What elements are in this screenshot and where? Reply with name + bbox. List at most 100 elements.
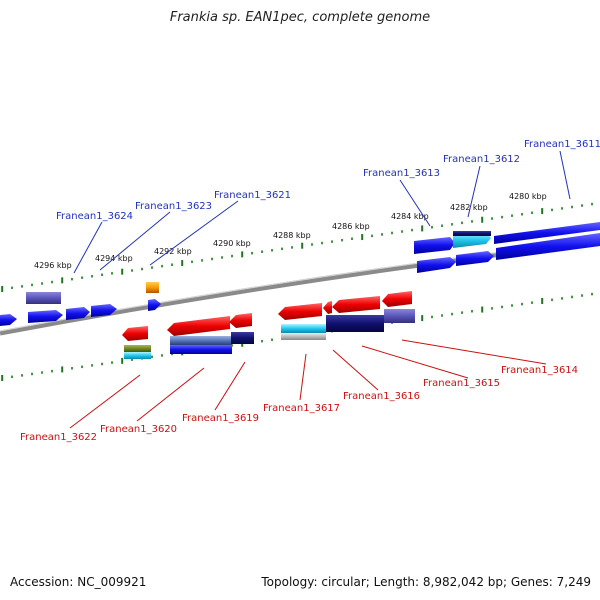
gene-label-franean1-3623[interactable]: Franean1_3623: [135, 201, 212, 212]
minor-tick: [11, 286, 13, 290]
minor-tick: [41, 282, 43, 285]
gene-label-franean1-3614[interactable]: Franean1_3614: [501, 365, 578, 376]
major-tick: [481, 306, 484, 313]
gene-arrow-franean1-3611[interactable]: [496, 233, 600, 260]
gene-label-franean1-3620[interactable]: Franean1_3620: [100, 424, 177, 435]
kbp-label: 4288 kbp: [273, 231, 311, 240]
gene-block-cyan[interactable]: [124, 352, 151, 359]
minor-tick: [311, 243, 313, 246]
leader-line: [399, 179, 431, 227]
major-tick: [361, 234, 364, 241]
gene-block-franean1-3612-dark[interactable]: [453, 231, 491, 236]
gene-arrow-forward[interactable]: [494, 222, 600, 244]
gene-arrow-forward[interactable]: [456, 251, 494, 266]
leader-line: [299, 353, 307, 401]
gene-label-franean1-3615[interactable]: Franean1_3615: [423, 378, 500, 389]
minor-tick: [521, 212, 523, 216]
kbp-label: 4282 kbp: [450, 203, 488, 212]
genome-title: Frankia sp. EAN1pec, complete genome: [169, 10, 431, 25]
minor-tick: [381, 233, 383, 236]
gene-label-franean1-3611[interactable]: Franean1_3611: [524, 139, 600, 150]
minor-tick: [111, 272, 113, 275]
minor-tick: [431, 315, 433, 319]
gene-label-franean1-3621[interactable]: Franean1_3621: [214, 190, 291, 201]
minor-tick: [81, 276, 83, 279]
gene-block-navy[interactable]: [231, 332, 254, 344]
minor-tick: [291, 246, 293, 249]
gene-arrow-reverse[interactable]: [323, 301, 332, 314]
minor-tick: [571, 205, 573, 209]
gene-arrow-forward[interactable]: [0, 314, 17, 326]
minor-tick: [411, 228, 413, 232]
gene-block-orange[interactable]: [146, 282, 159, 293]
gene-block-olive[interactable]: [124, 345, 151, 352]
minor-tick: [41, 371, 43, 374]
gene-arrow-franean1-3613[interactable]: [414, 237, 455, 254]
minor-tick: [551, 298, 553, 302]
gene-block-blue[interactable]: [170, 345, 232, 354]
gene-label-franean1-3616[interactable]: Franean1_3616: [343, 391, 420, 402]
gene-arrow-forward[interactable]: [91, 304, 117, 317]
minor-tick: [111, 361, 113, 364]
major-tick: [541, 297, 544, 304]
gene-block-navy[interactable]: [326, 315, 384, 332]
gene-arrow-franean1-3622[interactable]: [122, 326, 148, 341]
minor-tick: [201, 259, 203, 262]
minor-tick: [461, 311, 463, 314]
minor-tick: [171, 263, 173, 266]
minor-tick: [511, 304, 513, 307]
minor-tick: [91, 364, 93, 367]
gene-arrow-forward[interactable]: [28, 310, 63, 323]
kbp-label: 4292 kbp: [154, 247, 192, 256]
major-tick: [421, 315, 424, 322]
major-tick: [61, 277, 64, 284]
minor-tick: [591, 202, 593, 206]
leader-line: [559, 150, 571, 200]
major-tick: [421, 225, 424, 232]
minor-tick: [271, 249, 273, 252]
gene-block-cyan[interactable]: [281, 324, 326, 333]
major-tick: [121, 357, 124, 364]
major-tick: [181, 260, 184, 267]
forward-strand-genes: [0, 222, 600, 326]
gene-arrow-forward[interactable]: [417, 257, 456, 273]
minor-tick: [251, 251, 253, 255]
minor-tick: [431, 225, 433, 229]
gene-arrow-franean1-3619[interactable]: [229, 313, 252, 328]
gene-block-grey[interactable]: [281, 333, 326, 340]
kbp-label: 4290 kbp: [213, 239, 251, 248]
kbp-label: 4284 kbp: [391, 212, 429, 221]
gene-label-franean1-3622[interactable]: Franean1_3622: [20, 432, 97, 443]
minor-tick: [81, 365, 83, 369]
gene-arrow-forward[interactable]: [66, 307, 90, 320]
gene-block-purple[interactable]: [26, 292, 61, 304]
major-tick: [301, 242, 304, 249]
minor-tick: [161, 354, 163, 357]
gene-label-franean1-3624[interactable]: Franean1_3624: [56, 211, 133, 222]
gene-arrow-franean1-3620[interactable]: [167, 316, 230, 336]
minor-tick: [141, 267, 143, 271]
minor-tick: [191, 260, 193, 264]
minor-tick: [561, 207, 563, 210]
gene-label-franean1-3613[interactable]: Franean1_3613: [363, 168, 440, 179]
minor-tick: [471, 309, 473, 313]
gene-label-franean1-3617[interactable]: Franean1_3617: [263, 403, 340, 414]
gene-block-slate[interactable]: [170, 336, 232, 345]
minor-tick: [31, 372, 33, 376]
gene-arrow-franean1-3616[interactable]: [332, 296, 380, 313]
gene-label-franean1-3619[interactable]: Franean1_3619: [182, 413, 259, 424]
gene-arrow-franean1-3615[interactable]: [382, 291, 412, 307]
forward-gene-labels: Franean1_3624 Franean1_3623 Franean1_362…: [56, 139, 600, 274]
gene-arrow-forward[interactable]: [148, 299, 161, 311]
gene-block-purple[interactable]: [384, 309, 415, 323]
major-tick: [541, 208, 544, 215]
reverse-strand-genes: [122, 291, 415, 359]
minor-tick: [131, 358, 133, 361]
kbp-label: 4286 kbp: [332, 222, 370, 231]
gene-arrow-franean1-3617[interactable]: [278, 303, 322, 320]
minor-tick: [321, 241, 323, 245]
minor-tick: [261, 250, 263, 253]
minor-tick: [211, 257, 213, 261]
gene-label-franean1-3612[interactable]: Franean1_3612: [443, 154, 520, 165]
minor-tick: [231, 254, 233, 258]
